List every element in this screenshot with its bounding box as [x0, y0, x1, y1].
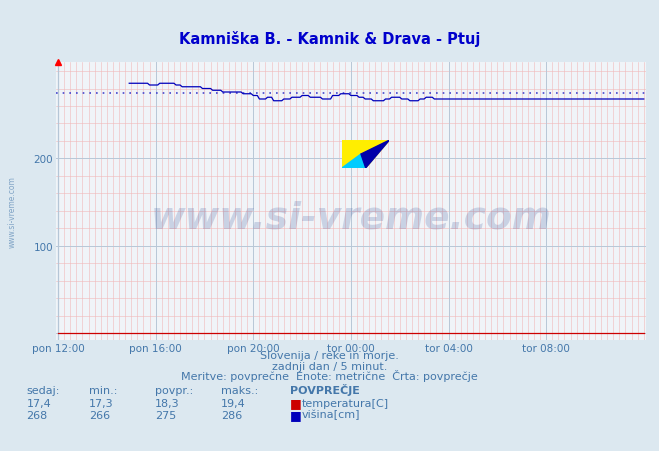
Text: POVPREČJE: POVPREČJE: [290, 383, 360, 395]
Text: ■: ■: [290, 396, 302, 409]
Text: 17,3: 17,3: [89, 398, 113, 408]
Text: 18,3: 18,3: [155, 398, 179, 408]
Text: www.si-vreme.com: www.si-vreme.com: [7, 176, 16, 248]
Polygon shape: [361, 141, 389, 169]
Text: Kamniška B. - Kamnik & Drava - Ptuj: Kamniška B. - Kamnik & Drava - Ptuj: [179, 32, 480, 47]
Text: ■: ■: [290, 408, 302, 421]
Text: povpr.:: povpr.:: [155, 385, 193, 395]
Text: maks.:: maks.:: [221, 385, 258, 395]
Text: 17,4: 17,4: [26, 398, 51, 408]
Text: sedaj:: sedaj:: [26, 385, 60, 395]
Text: 266: 266: [89, 410, 110, 419]
Text: Meritve: povprečne  Enote: metrične  Črta: povprečje: Meritve: povprečne Enote: metrične Črta:…: [181, 369, 478, 381]
Text: 275: 275: [155, 410, 176, 419]
Text: 19,4: 19,4: [221, 398, 246, 408]
Text: temperatura[C]: temperatura[C]: [302, 398, 389, 408]
Polygon shape: [342, 141, 389, 169]
Text: 286: 286: [221, 410, 242, 419]
Text: Slovenija / reke in morje.: Slovenija / reke in morje.: [260, 350, 399, 360]
Polygon shape: [342, 155, 366, 169]
Text: 268: 268: [26, 410, 47, 419]
Text: min.:: min.:: [89, 385, 117, 395]
Text: zadnji dan / 5 minut.: zadnji dan / 5 minut.: [272, 361, 387, 371]
Text: višina[cm]: višina[cm]: [302, 409, 360, 419]
Text: www.si-vreme.com: www.si-vreme.com: [150, 201, 552, 236]
